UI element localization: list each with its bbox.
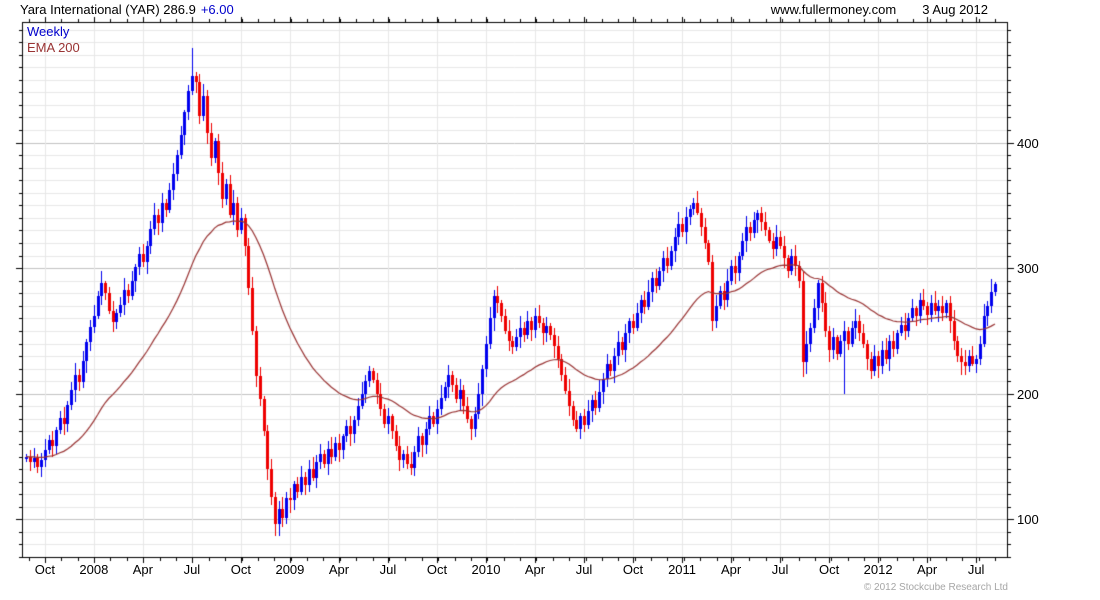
legend-ema: EMA 200 [27,40,80,55]
x-axis-label: 2011 [668,562,697,577]
x-axis-label: 2008 [79,562,109,577]
x-axis-label: Apr [328,562,350,577]
x-axis-label: Oct [818,562,840,577]
y-axis-label: 400 [1017,135,1039,151]
x-axis-label: Apr [917,562,938,577]
legend-timeframe: Weekly [27,24,70,39]
date-label: 3 Aug 2012 [922,2,988,17]
x-axis-label: Oct [230,562,252,577]
x-axis-label: Oct [622,562,644,577]
x-axis-label: Jul [771,562,789,577]
x-axis-label: Apr [524,562,546,577]
x-axis-label: Oct [426,562,448,577]
x-axis-label: Apr [132,562,153,577]
x-axis-label: Jul [379,562,397,577]
x-axis-label: 2012 [863,562,893,577]
copyright-notice: © 2012 Stockcube Research Ltd [863,582,1008,593]
header-right: www.fullermoney.com 3 Aug 2012 [771,2,988,17]
price-change: +6.00 [200,2,234,17]
x-axis-label: Jul [183,562,201,577]
x-axis-label: 2010 [471,562,501,577]
header-left: Yara International (YAR) 286.9 +6.00 [20,2,234,17]
x-axis-label: Oct [34,562,55,577]
y-axis-label: 200 [1017,386,1039,402]
y-axis-label: 100 [1017,512,1039,528]
x-axis-label: Jul [967,562,985,577]
y-axis-label: 300 [1017,261,1039,277]
x-axis-label: Jul [575,562,593,577]
x-axis-label: 2009 [275,562,305,577]
chart-legend: Weekly EMA 200 [27,24,80,56]
website-link[interactable]: www.fullermoney.com [770,2,897,17]
page-title: Yara International (YAR) 286.9 [20,2,196,17]
x-axis-label: Apr [720,562,742,577]
